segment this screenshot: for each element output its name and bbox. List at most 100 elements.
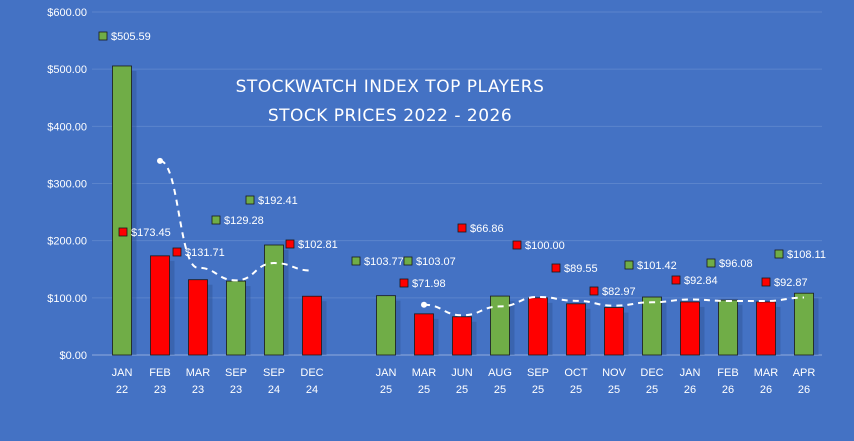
x-tick-label-month: MAR	[186, 367, 211, 379]
data-label: $71.98	[412, 278, 446, 290]
bar	[490, 295, 510, 356]
data-label-key	[118, 227, 128, 237]
chart-title-line2: STOCK PRICES 2022 - 2026	[268, 106, 512, 126]
x-tick-label-month: NOV	[602, 367, 627, 379]
data-label: $92.87	[774, 277, 808, 289]
bar	[376, 295, 396, 356]
x-tick-label-month: SEP	[263, 367, 285, 379]
x-tick-label-year: 26	[798, 384, 810, 396]
data-label-key	[551, 263, 561, 273]
x-tick-label-year: 25	[418, 384, 430, 396]
bar	[150, 255, 170, 356]
data-label: $89.55	[564, 263, 598, 275]
x-tick-label-month: DEC	[640, 367, 663, 379]
data-label: $505.59	[111, 31, 151, 43]
x-tick-label-month: JUN	[451, 367, 472, 379]
data-label-key	[457, 223, 467, 233]
data-label-key	[671, 275, 681, 285]
bar	[642, 296, 662, 356]
y-tick-label: $600.00	[47, 7, 87, 19]
bar	[302, 295, 322, 356]
x-tick-label-year: 26	[684, 384, 696, 396]
x-tick-label-month: MAR	[754, 367, 779, 379]
data-label: $100.00	[525, 240, 565, 252]
bar	[794, 292, 814, 356]
x-tick-label-month: SEP	[527, 367, 549, 379]
bar	[680, 301, 700, 356]
x-tick-label-year: 23	[192, 384, 204, 396]
data-label: $192.41	[258, 195, 298, 207]
x-tick-label-month: JAN	[112, 367, 133, 379]
bars	[112, 65, 819, 356]
x-tick-label-year: 22	[116, 384, 128, 396]
x-axis-categories: JAN 22 FEB 23 MAR 23 SEP 23 SEP 24 DEC 24 JAN 25 MAR 25…	[112, 367, 816, 396]
data-label: $108.11	[787, 249, 826, 261]
data-label: $82.97	[602, 286, 636, 298]
x-tick-label-month: SEP	[225, 367, 247, 379]
y-tick-label: $300.00	[47, 179, 87, 191]
x-tick-label-year: 25	[456, 384, 468, 396]
y-tick-label: $500.00	[47, 64, 87, 76]
data-labels: $505.59 $173.45 $131.71 $129.28 $192.41 $102.…	[98, 31, 826, 298]
bar	[528, 297, 548, 356]
data-label-key	[98, 31, 108, 41]
data-label-key	[706, 258, 716, 268]
trendline-start-point	[421, 301, 427, 308]
x-tick-label-year: 25	[608, 384, 620, 396]
bar	[718, 299, 738, 356]
data-label-key	[285, 239, 295, 249]
data-label-key	[774, 249, 784, 259]
x-tick-label-year: 24	[306, 384, 318, 396]
x-tick-label-year: 23	[230, 384, 242, 396]
x-tick-label-year: 25	[380, 384, 392, 396]
data-label: $173.45	[131, 227, 171, 239]
x-tick-label-month: DEC	[300, 367, 323, 379]
data-label-key	[172, 247, 182, 257]
x-tick-label-year: 25	[494, 384, 506, 396]
bar	[756, 301, 776, 356]
gridlines	[92, 11, 822, 356]
data-label: $131.71	[185, 247, 225, 259]
data-label-key	[761, 277, 771, 287]
data-label: $103.77	[364, 256, 404, 268]
trendline-path	[159, 159, 313, 282]
x-tick-label-month: JAN	[680, 367, 701, 379]
y-axis-ticks: $0.00 $100.00 $200.00 $300.00 $400.00 $500.00…	[47, 7, 87, 362]
x-tick-label-month: FEB	[717, 367, 738, 379]
x-tick-label-year: 24	[268, 384, 280, 396]
bar	[112, 65, 132, 356]
data-label-key	[399, 278, 409, 288]
data-label-key	[403, 256, 413, 266]
y-tick-label: $0.00	[59, 350, 87, 362]
data-label: $101.42	[637, 260, 677, 272]
data-label-key	[589, 286, 599, 296]
chart-title-line1: STOCKWATCH INDEX TOP PLAYERS	[236, 77, 545, 97]
x-tick-label-year: 25	[570, 384, 582, 396]
x-tick-label-month: OCT	[564, 367, 588, 379]
x-tick-label-year: 26	[722, 384, 734, 396]
y-tick-label: $200.00	[47, 236, 87, 248]
bar	[566, 303, 586, 356]
data-label-key	[245, 195, 255, 205]
data-label: $96.08	[719, 258, 753, 270]
x-tick-label-month: AUG	[488, 367, 512, 379]
data-label: $129.28	[224, 215, 264, 227]
data-label-key	[351, 256, 361, 266]
x-tick-label-month: APR	[793, 367, 816, 379]
data-label-key	[211, 215, 221, 225]
data-label: $66.86	[470, 223, 504, 235]
bar	[188, 279, 208, 356]
data-label: $103.07	[416, 256, 456, 268]
trendline-start-point	[157, 157, 163, 164]
data-label: $102.81	[298, 239, 338, 251]
bar	[226, 280, 246, 356]
data-label: $92.84	[684, 275, 718, 287]
x-tick-label-year: 25	[532, 384, 544, 396]
y-tick-label: $400.00	[47, 121, 87, 133]
data-label-key	[624, 260, 634, 270]
data-label-key	[512, 240, 522, 250]
bar	[264, 244, 284, 356]
x-tick-label-month: MAR	[412, 367, 437, 379]
